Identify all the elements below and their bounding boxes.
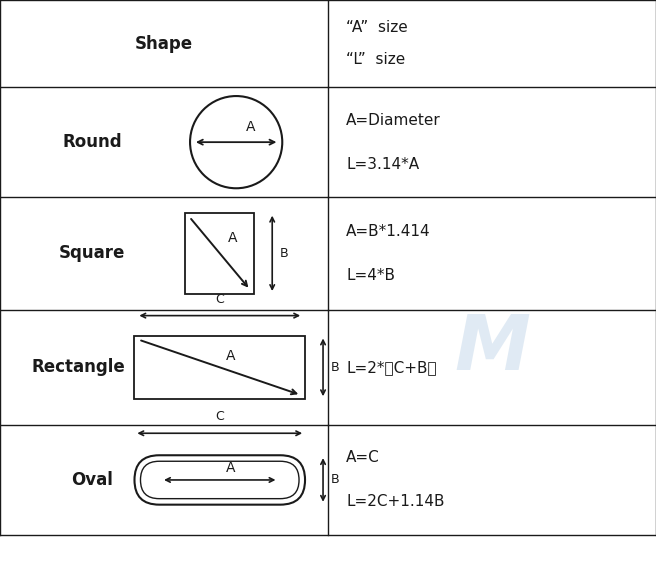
Text: B: B — [331, 361, 340, 374]
Text: Round: Round — [62, 133, 121, 151]
Text: A: A — [226, 461, 236, 475]
Text: Shape: Shape — [135, 35, 193, 52]
Text: B: B — [280, 247, 289, 260]
Text: L=2*（C+B）: L=2*（C+B） — [346, 360, 437, 375]
Text: L=4*B: L=4*B — [346, 268, 395, 283]
Text: C: C — [215, 293, 224, 306]
Text: M: M — [454, 312, 530, 386]
Text: L=2C+1.14B: L=2C+1.14B — [346, 494, 445, 510]
Text: Rectangle: Rectangle — [32, 359, 125, 376]
Text: A=B*1.414: A=B*1.414 — [346, 224, 430, 239]
Text: “L”  size: “L” size — [346, 52, 405, 67]
Text: A: A — [228, 231, 237, 245]
Text: A: A — [246, 120, 256, 134]
Text: A=C: A=C — [346, 450, 380, 466]
Text: A: A — [226, 350, 236, 363]
Text: B: B — [331, 473, 340, 486]
Bar — [134, 336, 305, 399]
Text: A=Diameter: A=Diameter — [346, 113, 441, 128]
Text: “A”  size: “A” size — [346, 20, 408, 35]
Bar — [185, 213, 255, 294]
Text: C: C — [215, 410, 224, 423]
Text: Oval: Oval — [71, 471, 113, 489]
Text: Square: Square — [58, 244, 125, 262]
Text: L=3.14*A: L=3.14*A — [346, 157, 419, 172]
